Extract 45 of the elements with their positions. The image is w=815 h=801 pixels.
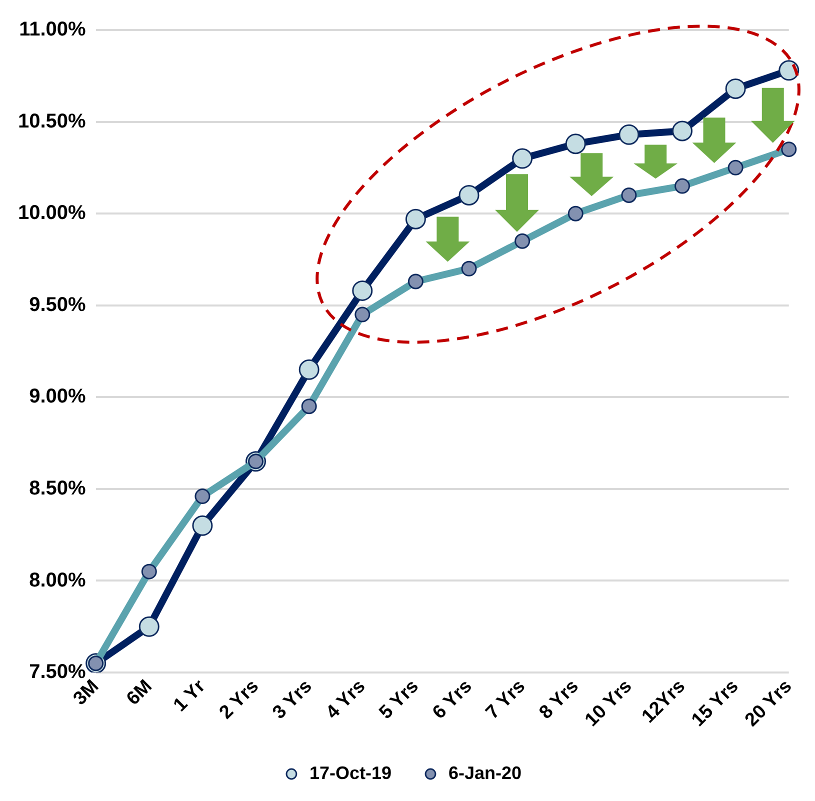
point: [728, 160, 744, 176]
point: [618, 124, 640, 145]
point: [301, 398, 317, 414]
point: [565, 134, 586, 154]
point: [192, 515, 213, 536]
x-tick-label: 10 Yrs: [581, 676, 636, 731]
x-tick-label: 6 Yrs: [428, 676, 476, 724]
point: [674, 178, 690, 194]
x-tick-label: 20 Yrs: [741, 676, 796, 731]
point: [138, 616, 160, 637]
x-tick-label: 6M: [122, 676, 156, 710]
point: [725, 78, 746, 99]
x-tick-label: 7 Yrs: [482, 676, 530, 724]
y-tick-label: 10.50%: [18, 110, 86, 132]
y-tick-label: 9.00%: [29, 386, 86, 408]
point: [568, 206, 584, 222]
y-tick-label: 11.00%: [19, 18, 86, 41]
point: [781, 142, 797, 158]
point: [621, 187, 637, 203]
point: [458, 184, 480, 206]
x-tick-label: 3 Yrs: [268, 676, 316, 724]
point: [352, 280, 373, 301]
point: [194, 488, 210, 504]
x-tick-label: 5 Yrs: [375, 676, 423, 724]
y-tick-label: 8.00%: [29, 569, 86, 592]
legend-label: 17-Oct-19: [309, 762, 392, 783]
x-tick-label: 4 Yrs: [322, 676, 370, 724]
y-tick-label: 7.50%: [29, 661, 86, 684]
point: [672, 120, 693, 142]
point: [141, 564, 157, 580]
point: [408, 274, 424, 290]
x-tick-label: 2 Yrs: [216, 676, 264, 724]
y-tick-label: 10.00%: [18, 202, 86, 224]
x-tick-label: 15 Yrs: [688, 676, 743, 731]
point: [405, 208, 426, 230]
point: [514, 233, 530, 249]
x-tick-label: 8 Yrs: [535, 676, 583, 724]
point: [512, 148, 533, 169]
point: [298, 359, 320, 380]
point: [461, 260, 477, 276]
y-tick-label: 9.50%: [29, 294, 86, 316]
x-tick-label: 1 Yr: [170, 676, 210, 716]
legend-label: 6-Jan-20: [448, 762, 522, 783]
y-tick-label: 8.50%: [29, 477, 86, 500]
point: [354, 306, 370, 322]
